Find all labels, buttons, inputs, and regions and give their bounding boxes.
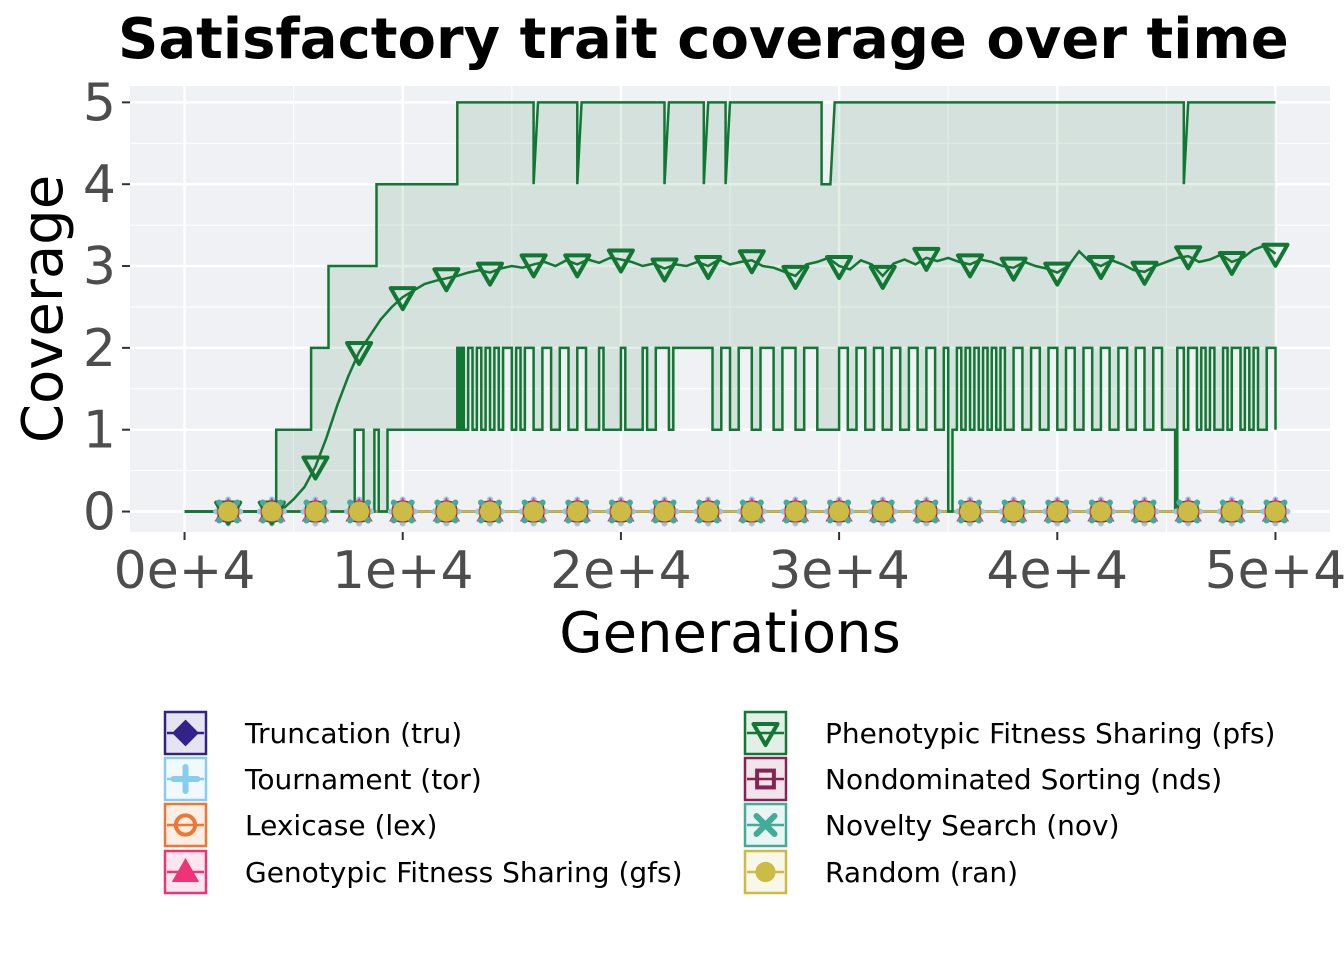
data-point	[1174, 245, 1203, 271]
data-point	[741, 501, 762, 522]
data-point	[1134, 501, 1155, 522]
data-point	[1217, 250, 1246, 276]
legend: Truncation (tru) Tournament (tor) Lexicase…	[163, 710, 1275, 895]
data-point	[1178, 501, 1199, 522]
legend-key-marker	[755, 861, 776, 883]
legend-item: Lexicase (lex)	[163, 802, 437, 848]
pfs-upper-line	[184, 101, 1276, 513]
legend-key-marker	[172, 719, 199, 747]
data-point	[654, 501, 675, 522]
legend-label: Random (ran)	[825, 856, 1018, 889]
data-point	[999, 256, 1028, 282]
pfs-lower-line	[184, 346, 1277, 513]
data-point	[610, 501, 632, 522]
data-point	[1043, 261, 1072, 287]
x-tick-label: 4e+4	[986, 541, 1128, 601]
y-tick-label: 5	[83, 73, 116, 133]
legend-label: Nondominated Sorting (nds)	[825, 763, 1222, 796]
data-point	[218, 501, 239, 522]
data-point	[825, 255, 854, 281]
legend-item: Phenotypic Fitness Sharing (pfs)	[743, 710, 1275, 756]
data-point	[650, 257, 679, 283]
data-point	[1086, 255, 1115, 281]
legend-key-marker	[171, 857, 200, 882]
data-point	[348, 501, 370, 522]
data-point	[1265, 501, 1286, 522]
data-point	[606, 248, 635, 274]
data-point	[912, 246, 941, 272]
legend-key-marker	[173, 813, 198, 837]
legend-label: Truncation (tru)	[244, 717, 462, 750]
x-axis-title: Generations	[559, 601, 901, 666]
data-point	[1130, 260, 1159, 286]
data-point	[567, 501, 588, 522]
x-tick-label: 5e+4	[1205, 541, 1344, 601]
legend-key-marker	[753, 813, 778, 837]
legend-label: Lexicase (lex)	[245, 809, 437, 842]
legend-key-marker	[170, 764, 201, 794]
data-point	[1003, 501, 1024, 522]
axis-ticks: 0 1 2 3 4 5 0e+4 1e+4 2e+4 3e+4 4e+4 5e+4	[83, 73, 1344, 601]
legend-item: Genotypic Fitness Sharing (gfs)	[163, 849, 683, 895]
data-point	[956, 253, 984, 279]
legend-item: Truncation (tru)	[163, 710, 462, 756]
data-point	[694, 255, 723, 281]
y-tick-label: 2	[83, 319, 116, 379]
data-point	[959, 501, 981, 522]
data-point	[916, 501, 937, 522]
y-axis-title: Coverage	[11, 175, 76, 443]
data-point	[519, 253, 548, 279]
chart-title: Satisfactory trait coverage over time	[118, 7, 1289, 72]
data-point	[388, 286, 417, 312]
legend-key-marker	[751, 722, 780, 747]
series-markers	[213, 242, 1291, 527]
legend-label: Phenotypic Fitness Sharing (pfs)	[825, 717, 1275, 750]
data-point	[305, 501, 326, 522]
data-point	[872, 501, 893, 522]
x-tick-label: 0e+4	[114, 541, 256, 601]
data-point	[1047, 501, 1068, 522]
y-tick-label: 1	[83, 401, 116, 461]
x-tick-label: 1e+4	[332, 541, 474, 601]
legend-item: Random (ran)	[743, 849, 1018, 895]
legend-label: Novelty Search (nov)	[825, 809, 1120, 842]
x-tick-label: 3e+4	[768, 541, 910, 601]
data-point	[781, 264, 810, 290]
pfs-mean-line	[184, 244, 1277, 513]
data-point	[476, 261, 504, 287]
data-point	[563, 253, 592, 279]
legend-item: Novelty Search (nov)	[743, 802, 1120, 848]
data-point	[1090, 501, 1112, 522]
legend-label: Genotypic Fitness Sharing (gfs)	[245, 856, 683, 889]
data-point	[479, 501, 501, 522]
data-point	[698, 501, 719, 522]
data-point	[261, 501, 282, 522]
y-tick-label: 0	[83, 483, 116, 543]
data-point	[523, 501, 544, 522]
data-point	[828, 501, 850, 522]
data-point	[301, 455, 330, 481]
legend-key-marker	[755, 768, 776, 790]
legend-item: Tournament (tor)	[163, 756, 482, 802]
data-point	[1261, 242, 1290, 268]
y-tick-label: 4	[83, 155, 116, 215]
legend-label: Tournament (tor)	[244, 763, 482, 796]
y-tick-label: 3	[83, 237, 116, 297]
data-point	[868, 264, 897, 290]
data-point	[737, 249, 766, 275]
data-point	[785, 501, 806, 522]
x-tick-label: 2e+4	[550, 541, 692, 601]
data-point	[1221, 501, 1242, 522]
data-point	[432, 267, 461, 293]
data-point	[436, 501, 457, 522]
legend-item: Nondominated Sorting (nds)	[743, 756, 1222, 802]
data-point	[392, 501, 413, 522]
data-point	[345, 340, 374, 366]
